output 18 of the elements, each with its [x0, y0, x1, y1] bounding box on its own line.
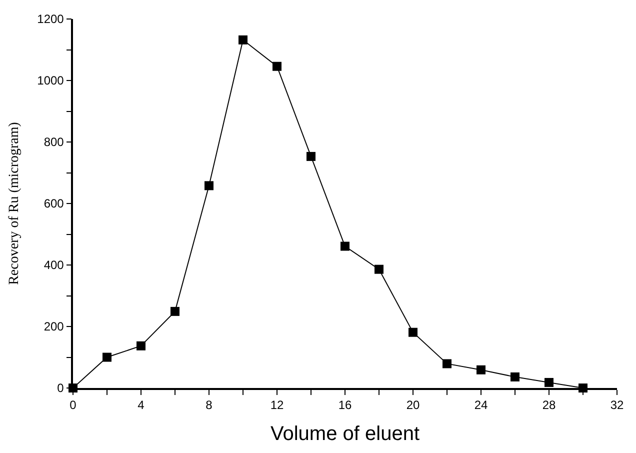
- y-tick-label: 600: [44, 196, 64, 211]
- x-tick-label: 8: [206, 398, 213, 412]
- x-tick-label: 20: [406, 398, 420, 412]
- y-tick-label: 1000: [37, 74, 64, 88]
- y-tick-label: 1200: [37, 12, 64, 26]
- y-tick-label: 200: [44, 320, 64, 334]
- x-tick-label: 12: [270, 398, 284, 412]
- x-tick-label: 0: [70, 398, 77, 412]
- y-tick-label: 400: [44, 258, 64, 272]
- y-tick-label: 0: [57, 381, 64, 396]
- y-axis-title: Recovery of Ru (microgram): [7, 122, 22, 285]
- x-tick-label: 4: [138, 398, 145, 412]
- x-tick-label: 16: [338, 398, 352, 412]
- x-tick-label: 32: [610, 398, 624, 412]
- x-tick-label: 28: [542, 398, 556, 412]
- x-tick-label: 24: [474, 398, 488, 412]
- x-axis-title: Volume of eluent: [270, 423, 420, 446]
- y-tick-label: 800: [44, 135, 64, 150]
